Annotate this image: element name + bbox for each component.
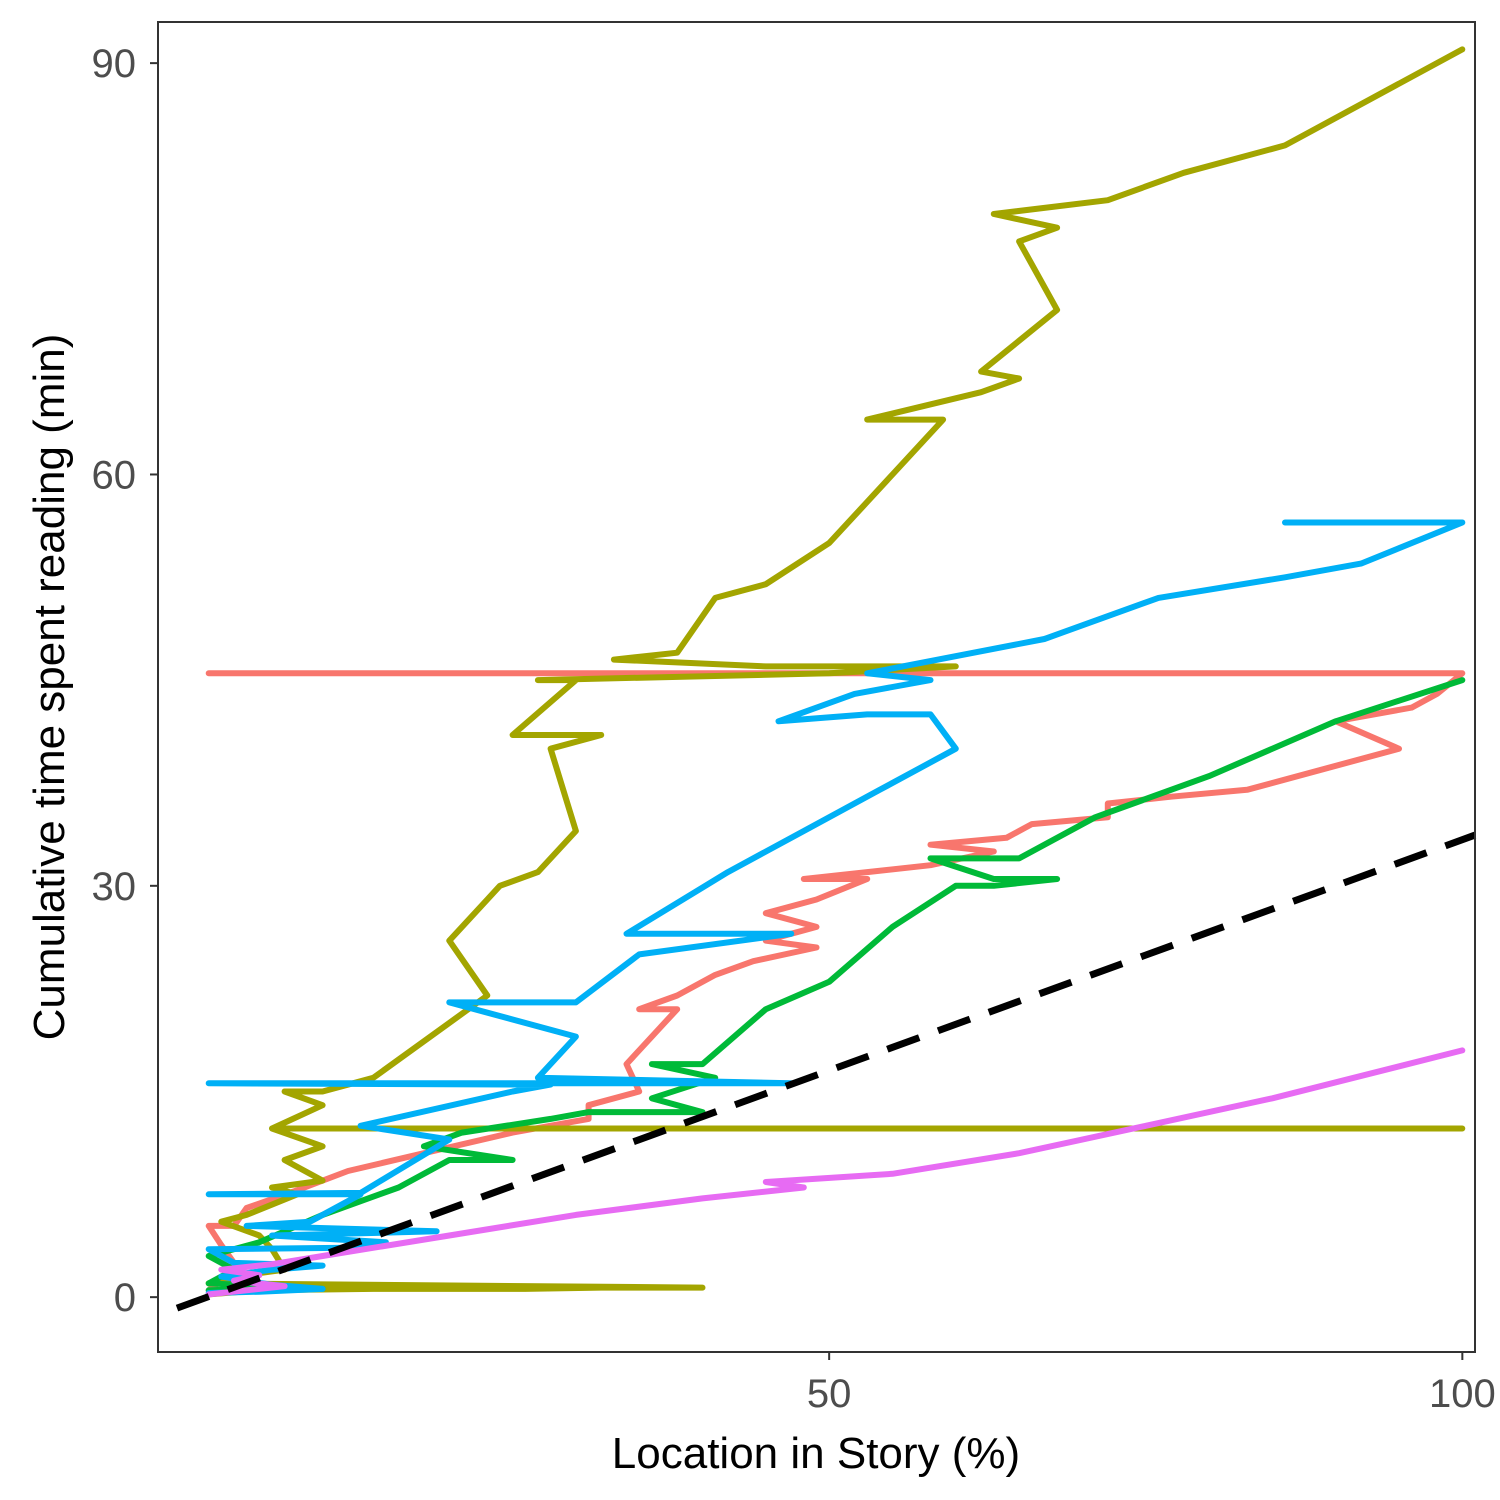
- x-tick-label: 100: [1429, 1372, 1496, 1416]
- x-axis-ticks: 50 100: [807, 1352, 1496, 1416]
- x-tick-label: 50: [807, 1372, 852, 1416]
- y-axis-ticks: 0 30 60 90: [92, 42, 158, 1320]
- y-tick-label: 30: [92, 865, 137, 909]
- series-line-2: [205, 46, 1466, 1298]
- plot-panel-border: [157, 21, 1476, 1353]
- y-tick-label: 0: [114, 1276, 136, 1320]
- y-tick-label: 60: [92, 453, 137, 497]
- y-axis-title: Cumulative time spent reading (min): [25, 334, 74, 1041]
- series-line-1: [205, 670, 1466, 1294]
- reference-line-layer: [175, 831, 1477, 1312]
- reference-dashed-line: [175, 831, 1477, 1312]
- x-axis-title: Location in Story (%): [612, 1429, 1020, 1478]
- y-tick-label: 90: [92, 42, 137, 86]
